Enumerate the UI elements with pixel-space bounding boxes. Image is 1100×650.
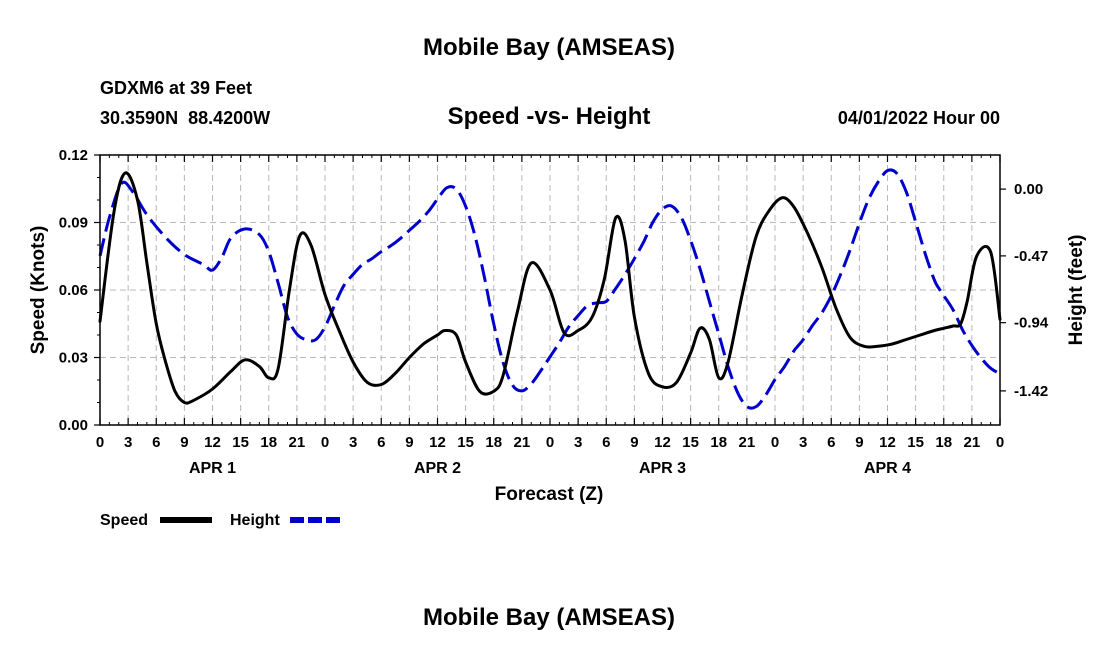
day-label: APR 3 <box>639 460 686 477</box>
legend-height-label: Height <box>230 512 280 529</box>
day-labels: APR 1 APR 2 APR 3 APR 4 <box>189 460 911 477</box>
day-label: APR 1 <box>189 460 236 477</box>
x-tick-label: 0 <box>546 434 554 451</box>
x-axis-label: Forecast (Z) <box>495 484 604 505</box>
x-tick-label: 21 <box>964 434 981 451</box>
y-right-axis-label: Height (feet) <box>1066 235 1087 346</box>
day-label: APR 2 <box>414 460 461 477</box>
chart-subtitle: Speed -vs- Height <box>448 103 651 130</box>
location-label: 30.3590N 88.4200W <box>100 108 270 128</box>
legend: Speed Height <box>100 512 342 529</box>
x-tick-label: 21 <box>514 434 531 451</box>
x-tick-label: 15 <box>682 434 699 451</box>
day-label: APR 4 <box>864 460 911 477</box>
x-tick-label: 18 <box>260 434 277 451</box>
x-tick-label: 0 <box>771 434 779 451</box>
y-left-tick-label: 0.09 <box>59 215 88 232</box>
y-left-tick-label: 0.06 <box>59 282 88 299</box>
x-tick-label: 0 <box>96 434 104 451</box>
datetime-label: 04/01/2022 Hour 00 <box>838 108 1000 128</box>
x-tick-label: 9 <box>180 434 188 451</box>
x-tick-label: 15 <box>457 434 474 451</box>
y-right-tick-label: -1.42 <box>1014 383 1048 400</box>
x-tick-labels: 0 3 6 9 12 15 18 21 0 3 6 9 12 15 18 21 0 3 6 9 12 15 18 21 0 3 6 9… <box>96 434 1004 451</box>
legend-speed-label: Speed <box>100 512 148 529</box>
y-left-tick-label: 0.00 <box>59 417 88 434</box>
axis-ticks <box>94 154 1006 426</box>
x-tick-label: 3 <box>574 434 582 451</box>
x-tick-label: 18 <box>485 434 502 451</box>
x-tick-label: 0 <box>996 434 1004 451</box>
y-right-tick-label: -0.94 <box>1014 315 1049 332</box>
y-left-tick-label: 0.03 <box>59 350 88 367</box>
footer-title: Mobile Bay (AMSEAS) <box>423 604 675 631</box>
x-tick-label: 9 <box>855 434 863 451</box>
y-right-tick-label: -0.47 <box>1014 248 1048 265</box>
x-tick-label: 6 <box>827 434 835 451</box>
speed-series-line <box>98 171 1002 405</box>
x-tick-label: 15 <box>232 434 249 451</box>
y-right-tick-label: 0.00 <box>1014 181 1043 198</box>
y-left-axis-label: Speed (Knots) <box>28 226 49 355</box>
x-tick-label: 3 <box>349 434 357 451</box>
x-tick-label: 6 <box>152 434 160 451</box>
x-tick-label: 6 <box>602 434 610 451</box>
x-tick-label: 15 <box>907 434 924 451</box>
y-right-tick-labels: 0.00 -0.47 -0.94 -1.42 <box>1014 181 1049 400</box>
x-tick-label: 3 <box>799 434 807 451</box>
height-series-line <box>98 168 1001 410</box>
x-tick-label: 3 <box>124 434 132 451</box>
x-tick-label: 12 <box>429 434 446 451</box>
x-tick-label: 21 <box>739 434 756 451</box>
x-tick-label: 12 <box>654 434 671 451</box>
y-left-tick-labels: 0.00 0.03 0.06 0.09 0.12 <box>59 147 88 434</box>
x-tick-label: 9 <box>630 434 638 451</box>
x-tick-label: 9 <box>405 434 413 451</box>
series-layer <box>98 168 1002 410</box>
x-tick-label: 12 <box>204 434 221 451</box>
y-left-tick-label: 0.12 <box>59 147 88 164</box>
x-tick-label: 21 <box>289 434 306 451</box>
grid-lines <box>100 155 1000 425</box>
station-label: GDXM6 at 39 Feet <box>100 78 252 98</box>
x-tick-label: 6 <box>377 434 385 451</box>
x-tick-label: 12 <box>879 434 896 451</box>
x-tick-label: 18 <box>710 434 727 451</box>
x-tick-label: 18 <box>935 434 952 451</box>
x-tick-label: 0 <box>321 434 329 451</box>
chart-title: Mobile Bay (AMSEAS) <box>423 34 675 61</box>
